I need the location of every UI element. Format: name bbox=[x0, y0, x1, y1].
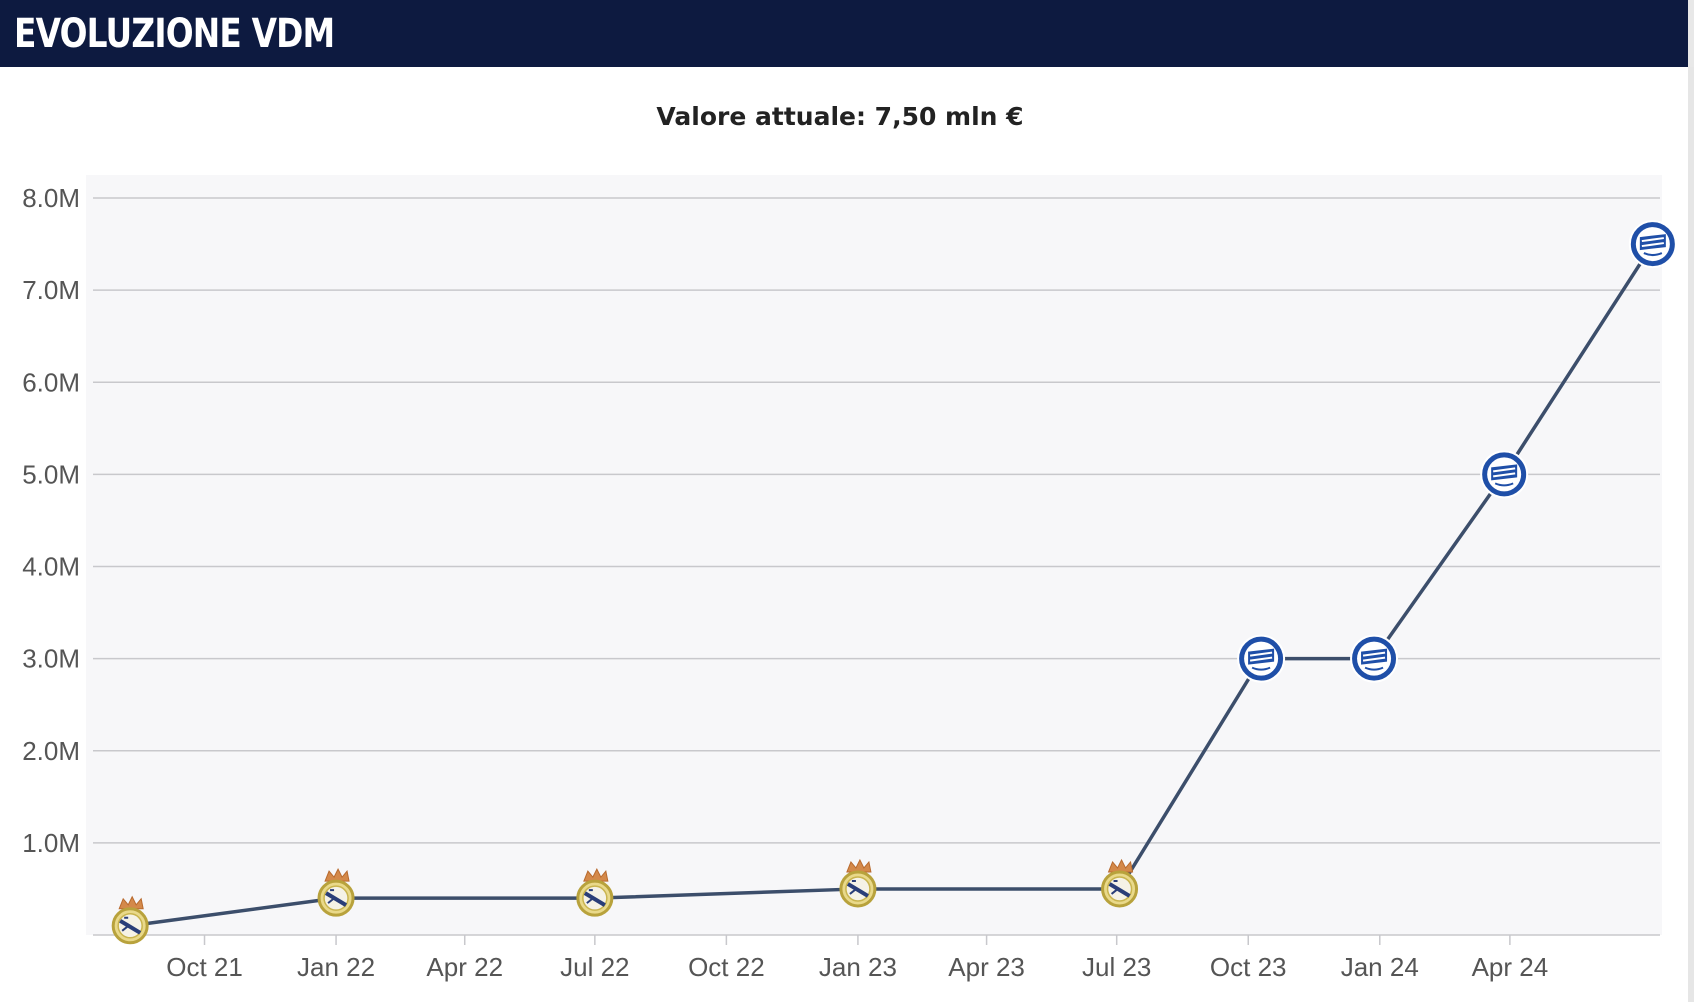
y-tick-label: 6.0M bbox=[22, 367, 80, 397]
alaves-crest-icon[interactable] bbox=[1237, 634, 1286, 683]
plot-area bbox=[86, 175, 1662, 935]
x-axis: Oct 21 Jan 22 Apr 22 Jul 22 Oct 22 Jan 23 Apr … bbox=[166, 935, 1548, 982]
real-madrid-crest-icon[interactable] bbox=[111, 895, 149, 945]
real-madrid-crest-icon[interactable] bbox=[839, 858, 877, 908]
alaves-crest-icon[interactable] bbox=[1628, 220, 1677, 269]
x-tick-label: Jul 23 bbox=[1082, 952, 1151, 982]
x-tick-label: Oct 21 bbox=[166, 952, 243, 982]
y-tick-label: 8.0M bbox=[22, 183, 80, 213]
x-tick-label: Jan 22 bbox=[297, 952, 375, 982]
y-tick-label: 7.0M bbox=[22, 275, 80, 305]
real-madrid-crest-icon[interactable] bbox=[1101, 858, 1139, 908]
x-tick-label: Jan 23 bbox=[819, 952, 897, 982]
y-tick-label: 2.0M bbox=[22, 736, 80, 766]
y-axis: 1.0M 2.0M 3.0M 4.0M 5.0M 6.0M 7.0M 8.0M bbox=[22, 183, 80, 858]
y-tick-label: 4.0M bbox=[22, 552, 80, 582]
y-tick-label: 1.0M bbox=[22, 828, 80, 858]
page-border bbox=[1688, 67, 1694, 1002]
y-tick-label: 3.0M bbox=[22, 644, 80, 674]
real-madrid-crest-icon[interactable] bbox=[576, 868, 614, 917]
markers-layer bbox=[111, 220, 1677, 945]
alaves-crest-icon[interactable] bbox=[1350, 634, 1399, 683]
chart-subtitle: Valore attuale: 7,50 mln € bbox=[656, 102, 1024, 131]
x-tick-label: Apr 23 bbox=[948, 952, 1025, 982]
x-tick-label: Apr 22 bbox=[426, 952, 503, 982]
x-tick-label: Jul 22 bbox=[560, 952, 629, 982]
x-tick-label: Apr 24 bbox=[1472, 952, 1549, 982]
section-title: EVOLUZIONE VDM bbox=[14, 11, 335, 57]
y-tick-label: 5.0M bbox=[22, 459, 80, 489]
grid-lines bbox=[93, 197, 1660, 936]
x-tick-label: Oct 23 bbox=[1210, 952, 1287, 982]
x-tick-label: Oct 22 bbox=[688, 952, 765, 982]
section-header: EVOLUZIONE VDM bbox=[0, 0, 1694, 67]
real-madrid-crest-icon[interactable] bbox=[317, 868, 355, 917]
x-tick-label: Jan 24 bbox=[1341, 952, 1419, 982]
alaves-crest-icon[interactable] bbox=[1480, 450, 1529, 499]
